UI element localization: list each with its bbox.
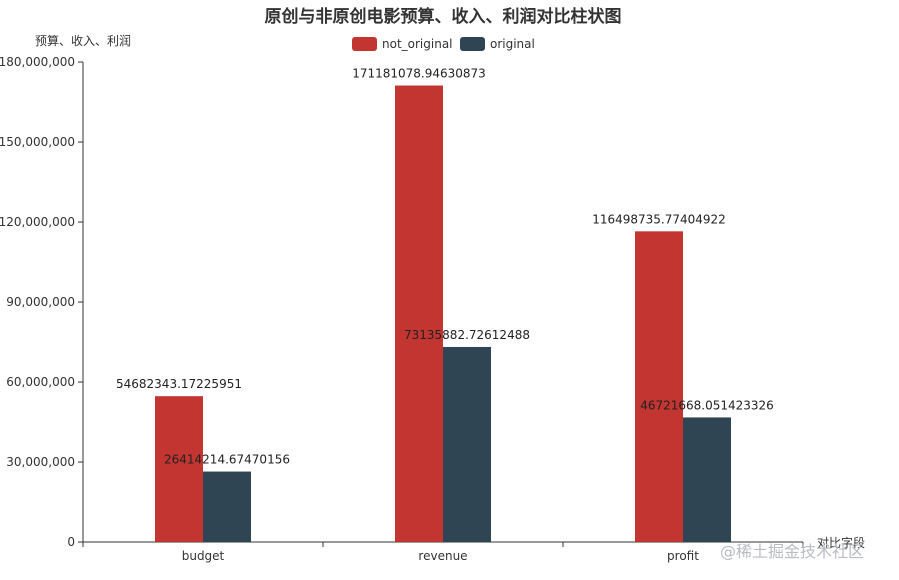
data-label: 54682343.17225951 — [116, 377, 242, 391]
x-axis-name: 对比字段 — [817, 535, 865, 550]
data-label: 73135882.72612488 — [404, 328, 530, 342]
legend-swatch — [352, 37, 377, 51]
bar-not_original-profit[interactable] — [635, 231, 683, 542]
x-tick-label: budget — [182, 549, 225, 563]
bar-original-profit[interactable] — [683, 417, 731, 542]
legend-item-not_original[interactable]: not_original — [352, 37, 453, 51]
bar-original-budget[interactable] — [203, 471, 251, 542]
y-tick-label: 90,000,000 — [6, 295, 75, 309]
data-label: 26414214.67470156 — [164, 453, 290, 467]
bar-original-revenue[interactable] — [443, 346, 491, 542]
chart-title: 原创与非原创电影预算、收入、利润对比柱状图 — [265, 6, 622, 27]
legend-swatch — [460, 37, 485, 51]
legend-label: not_original — [382, 37, 453, 51]
watermark-text: @稀土掘金技术社区 — [720, 542, 864, 561]
legend-label: original — [490, 37, 535, 51]
y-tick-label: 180,000,000 — [0, 55, 75, 69]
legend[interactable]: not_original original — [352, 37, 535, 51]
data-label: 116498735.77404922 — [592, 212, 726, 226]
data-label: 171181078.94630873 — [352, 67, 486, 81]
plot-area: 0 30,000,000 60,000,000 90,000,000 120,000,0… — [0, 55, 804, 563]
y-tick-label: 150,000,000 — [0, 135, 75, 149]
y-tick-label: 0 — [67, 535, 75, 549]
x-tick-label: profit — [667, 549, 699, 563]
bar-not_original-budget[interactable] — [155, 396, 203, 542]
y-tick-label: 60,000,000 — [6, 375, 75, 389]
x-tick-label: revenue — [418, 549, 467, 563]
data-label: 46721668.051423326 — [640, 398, 774, 412]
legend-item-original[interactable]: original — [460, 37, 535, 51]
bar-not_original-revenue[interactable] — [395, 85, 443, 542]
y-tick-label: 120,000,000 — [0, 215, 75, 229]
y-tick-label: 30,000,000 — [6, 455, 75, 469]
y-axis-name: 预算、收入、利润 — [35, 33, 131, 48]
